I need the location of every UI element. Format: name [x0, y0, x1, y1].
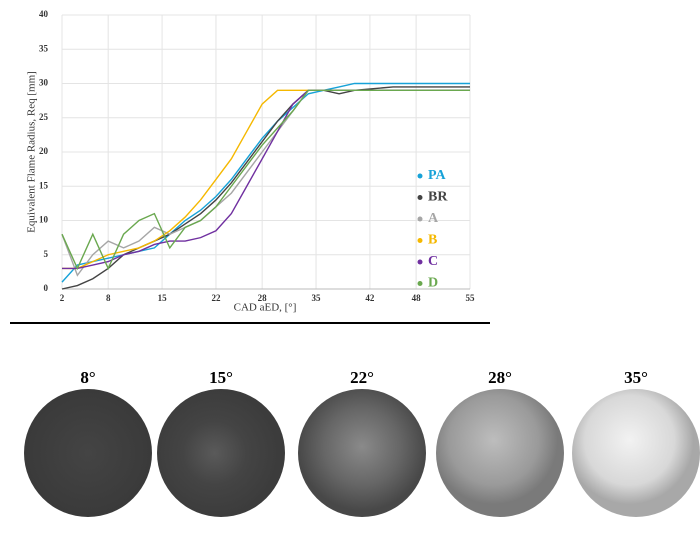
x-tick-label: 48 — [412, 293, 422, 303]
image-label: 8° — [80, 368, 95, 387]
flame-image — [298, 389, 426, 517]
series-line — [62, 90, 470, 268]
y-axis-label: Equivalent Flame Radius, Req [mm] — [26, 71, 38, 233]
y-tick-label: 30 — [39, 78, 49, 88]
x-axis-label: CAD aED, [°] — [234, 302, 297, 314]
image-label: 28° — [488, 368, 512, 387]
legend-marker — [418, 174, 423, 179]
legend-marker — [418, 217, 423, 222]
legend-label: PA — [428, 168, 447, 183]
x-tick-label: 8 — [106, 293, 111, 303]
series-line — [62, 90, 470, 268]
series-line — [62, 90, 470, 268]
legend-marker — [418, 238, 423, 243]
y-tick-label: 35 — [39, 43, 49, 53]
y-tick-label: 20 — [39, 146, 49, 156]
x-tick-label: 55 — [466, 293, 476, 303]
flame-image — [157, 389, 285, 517]
y-tick-label: 25 — [39, 112, 49, 122]
series-line — [62, 87, 470, 289]
y-tick-label: 5 — [44, 249, 49, 259]
legend-label: BR — [428, 190, 448, 205]
image-label: 15° — [209, 368, 233, 387]
legend-label: B — [428, 233, 437, 248]
y-tick-label: 40 — [39, 9, 49, 19]
x-tick-label: 15 — [158, 293, 168, 303]
legend-marker — [418, 281, 423, 286]
figure: CAD aED, [°] Equivalent Flame Radius, Re… — [0, 0, 700, 534]
x-tick-label: 42 — [365, 293, 375, 303]
y-tick-label: 0 — [44, 283, 49, 293]
y-tick-label: 10 — [39, 215, 49, 225]
x-tick-label: 22 — [211, 293, 221, 303]
y-tick-label: 15 — [39, 180, 49, 190]
image-label: 35° — [624, 368, 648, 387]
x-tick-label: 35 — [312, 293, 322, 303]
x-tick-label: 2 — [60, 293, 65, 303]
flame-image — [572, 389, 700, 517]
legend-marker — [418, 260, 423, 265]
flame-image — [24, 389, 152, 517]
series-line — [62, 84, 470, 283]
legend-label: A — [428, 211, 439, 226]
image-label: 22° — [350, 368, 374, 387]
legend-label: D — [428, 276, 438, 291]
legend-marker — [418, 195, 423, 200]
legend-label: C — [428, 254, 438, 269]
x-tick-label: 28 — [258, 293, 268, 303]
flame-image — [436, 389, 564, 517]
